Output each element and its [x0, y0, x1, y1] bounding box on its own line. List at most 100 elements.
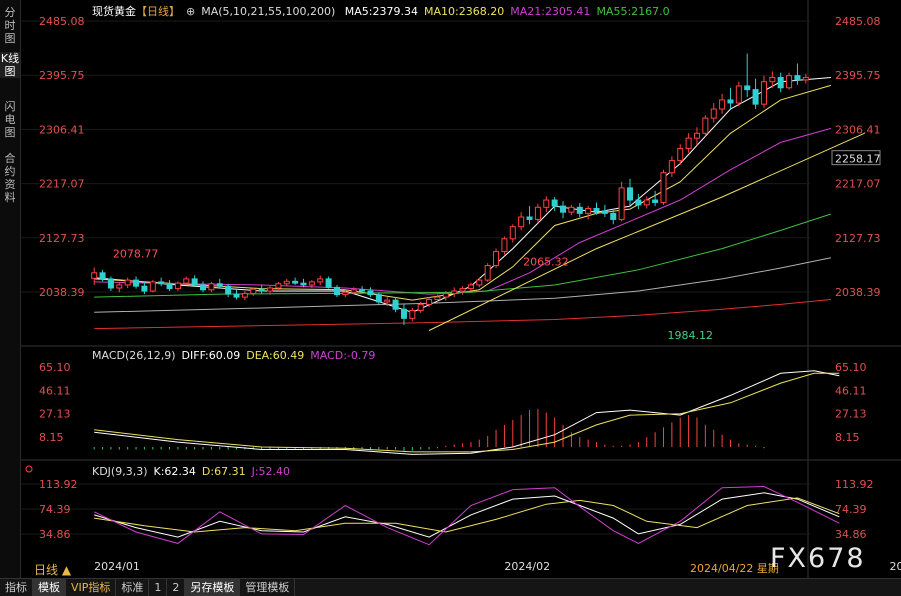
candle-body	[786, 75, 793, 89]
kdj-y-tick-left: 113.92	[39, 478, 78, 491]
candle-body	[610, 212, 617, 220]
candle-body	[518, 216, 525, 228]
candle-body	[333, 286, 340, 296]
symbol-name: 现货黄金	[92, 5, 136, 18]
candle-body	[325, 278, 332, 288]
candle-body	[283, 280, 290, 285]
main-y-tick-left: 2038.39	[39, 286, 85, 299]
date-readout: 2024/04/22 星期	[690, 562, 779, 575]
candle-body	[576, 206, 583, 214]
candle-body	[752, 89, 759, 105]
bottom-tab-7[interactable]: 管理模板	[240, 579, 296, 596]
main-y-tick-left: 2217.07	[39, 178, 85, 191]
candle-body	[677, 147, 684, 162]
main-y-tick-left: 2306.41	[39, 123, 85, 136]
macd-y-tick-right: 65.10	[835, 361, 867, 374]
candle-body	[158, 281, 165, 285]
chart-area[interactable]: 2485.08 2485.08 2395.75 2395.75 2306.41 2306.…	[21, 0, 901, 578]
macd-y-tick-right: 27.13	[835, 408, 867, 421]
candle-body	[317, 278, 324, 283]
bottom-tab-3[interactable]: 标准	[116, 579, 150, 596]
candle-body	[551, 199, 558, 207]
x-axis-label: 2024/03	[890, 560, 901, 573]
period-label[interactable]: 【日线】	[136, 5, 180, 18]
period-selector-button[interactable]: 日线 ▲	[34, 563, 72, 577]
candle-body	[124, 279, 131, 286]
kdj-y-tick-left: 74.39	[39, 503, 71, 516]
price-annotation: 2065.32	[523, 256, 569, 269]
candle-body	[275, 283, 282, 289]
bottom-tab-5[interactable]: 2	[167, 579, 186, 596]
watermark-logo: FX678	[770, 543, 866, 574]
candle-body	[710, 108, 717, 119]
macd-y-tick-left: 27.13	[39, 408, 71, 421]
candle-body	[434, 296, 441, 301]
candle-body	[107, 278, 114, 289]
main-y-tick-left: 2485.08	[39, 15, 85, 28]
candle-body	[442, 292, 449, 298]
candle-body	[451, 290, 458, 294]
bottom-tab-6[interactable]: 另存模板	[185, 579, 241, 596]
ma-line-MA100	[94, 257, 832, 313]
candle-body	[601, 210, 608, 214]
main-y-tick-left: 2395.75	[39, 69, 85, 82]
candle-body	[660, 172, 667, 203]
candle-body	[208, 283, 215, 291]
candle-body	[593, 208, 600, 212]
x-axis-label: 2024/02	[504, 560, 550, 573]
main-y-tick-right: 2038.39	[835, 286, 881, 299]
current-price-label: 2258.17	[835, 153, 881, 166]
ma-line-trend	[428, 132, 865, 331]
ma-value-1: MA10:2368.20	[424, 5, 505, 18]
candle-body	[501, 238, 508, 253]
kdj-line-D	[94, 497, 840, 533]
candle-body	[744, 85, 751, 91]
main-y-tick-right: 2127.73	[835, 232, 881, 245]
price-legend: 现货黄金【日线】 ⊕ MA(5,10,21,55,100,200) MA5:2379…	[92, 3, 676, 19]
candle-body	[216, 283, 223, 287]
bottom-tab-4[interactable]: 1	[149, 579, 168, 596]
left-tab-3[interactable]: 合约资料	[4, 152, 16, 204]
main-y-tick-left: 2127.73	[39, 232, 85, 245]
kdj-legend-item-2: D:67.31	[201, 465, 246, 478]
bottom-tab-2[interactable]: VIP指标	[66, 579, 117, 596]
candle-body	[409, 309, 416, 319]
left-tab-0[interactable]: 分时图	[4, 6, 16, 45]
kdj-y-tick-right: 113.92	[835, 478, 874, 491]
candle-body	[367, 290, 374, 296]
candle-body	[400, 308, 407, 319]
candle-body	[534, 206, 541, 220]
macd-y-tick-right: 46.11	[835, 384, 867, 397]
main-y-tick-right: 2395.75	[835, 69, 881, 82]
candle-body	[258, 288, 265, 292]
left-tab-2[interactable]: 闪电图	[4, 100, 16, 139]
candle-body	[668, 160, 675, 174]
candle-body	[133, 279, 140, 287]
candle-body	[802, 76, 809, 81]
kdj-line-J	[93, 485, 840, 546]
candle-body	[560, 205, 567, 213]
kdj-settings-icon[interactable]	[25, 465, 33, 473]
price-annotation: 1984.12	[667, 329, 713, 342]
ma-line-MA21	[94, 127, 832, 295]
macd-legend-item-1: DIFF:60.09	[181, 349, 241, 362]
candle-body	[300, 282, 307, 286]
bottom-tab-1[interactable]: 模板	[33, 579, 66, 596]
candle-body	[426, 299, 433, 305]
candle-body	[116, 284, 123, 289]
bottom-tab-0[interactable]: 指标	[0, 579, 33, 596]
candle-body	[166, 283, 173, 290]
candle-body	[626, 187, 634, 201]
kdj-y-tick-left: 34.86	[39, 528, 71, 541]
candle-body	[543, 199, 550, 208]
candle-body	[652, 199, 659, 203]
macd-y-tick-right: 8.15	[835, 431, 860, 444]
ma-line-MA55	[94, 213, 832, 298]
settings-icon[interactable]: ⊕	[186, 5, 196, 18]
candle-body	[635, 199, 642, 206]
left-tab-1[interactable]: K线图	[0, 52, 20, 78]
candle-body	[693, 132, 700, 139]
macd-line-DIFF	[94, 370, 840, 455]
candle-body	[308, 281, 315, 286]
candle-body	[719, 99, 726, 110]
